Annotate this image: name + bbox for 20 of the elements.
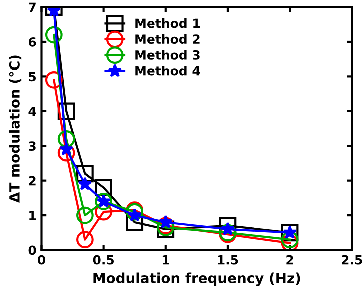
y-axis-title: ΔT modulation (°C)	[9, 56, 22, 203]
y-tick-label: 1	[30, 211, 36, 220]
y-tick-label: 7	[29, 2, 36, 12]
legend-label: Method 1	[136, 18, 200, 28]
x-tick-label: 1.5	[218, 256, 238, 265]
x-tick-label: 2.5	[342, 255, 362, 265]
y-tick-label: 5	[29, 72, 36, 82]
legend-label: Method 2	[136, 34, 200, 44]
y-tick-label: 2	[29, 176, 36, 186]
x-tick-label: 2	[286, 255, 294, 265]
x-tick-label: 0.5	[93, 255, 114, 265]
y-tick-label: 3	[29, 142, 36, 152]
y-tick-label: 0	[28, 246, 36, 256]
x-axis-title: Modulation frequency (Hz)	[94, 272, 300, 286]
y-tick-label: 4	[28, 107, 36, 116]
y-tick-label: 6	[28, 37, 36, 47]
x-tick-label: 1	[162, 256, 170, 265]
legend-label: Method 4	[136, 66, 200, 76]
legend-label: Method 3	[136, 50, 200, 60]
x-tick-label: 0	[38, 255, 46, 265]
